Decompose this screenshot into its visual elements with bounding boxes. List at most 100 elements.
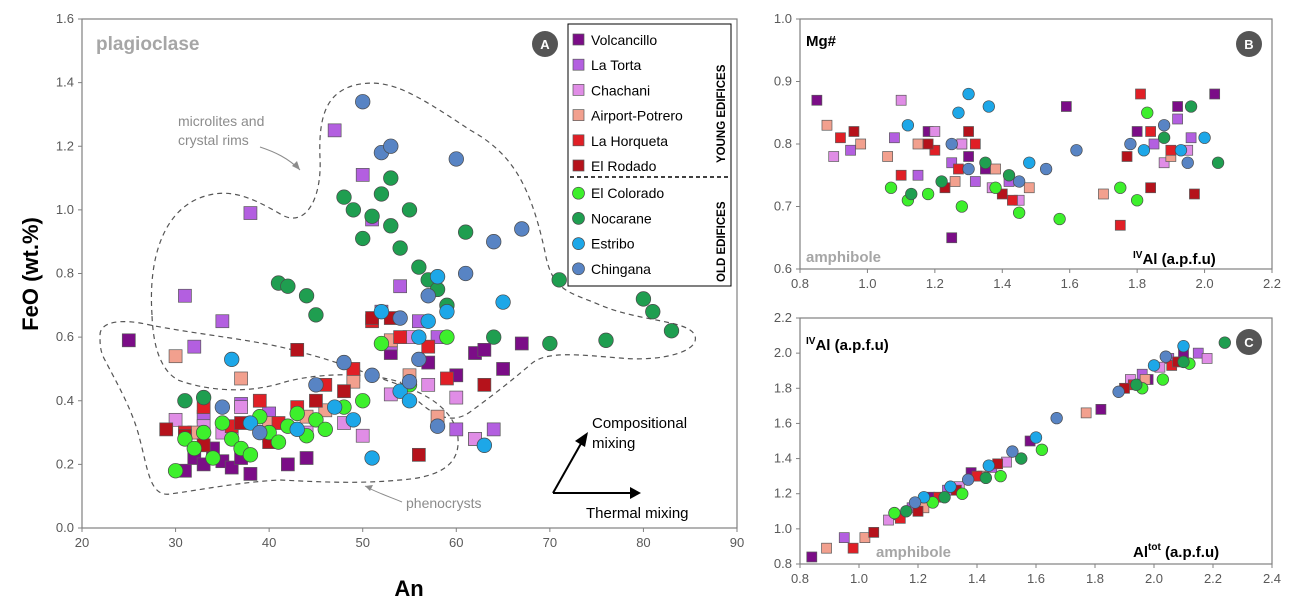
point-estribo — [364, 450, 380, 466]
point-chingana — [1039, 162, 1053, 176]
point-el-rodado — [290, 343, 305, 357]
point-el-colorado — [270, 434, 287, 450]
point-volcancillo — [806, 551, 818, 563]
point-estribo — [476, 437, 493, 453]
point-chingana — [1124, 137, 1137, 151]
point-la-torta — [912, 169, 924, 181]
point-el-colorado — [439, 329, 455, 345]
y-tick-label: 1.8 — [774, 380, 792, 395]
point-chingana — [1159, 350, 1172, 363]
x-tick-label: 40 — [262, 535, 276, 550]
y-tick-label: 0.8 — [774, 556, 792, 571]
point-estribo — [1174, 144, 1188, 157]
x-tick-label: 1.4 — [968, 571, 986, 586]
y-tick-label: 0.8 — [56, 266, 74, 281]
point-la-horqueta — [969, 138, 981, 150]
point-el-rodado — [963, 126, 974, 137]
point-estribo — [1137, 144, 1151, 157]
panel-c-badge-label: C — [1244, 335, 1254, 350]
old-edifices-label: OLD EDIFICES — [716, 201, 728, 282]
point-el-colorado — [1141, 106, 1154, 119]
point-airport-potrero — [1023, 182, 1035, 194]
point-el-colorado — [956, 487, 969, 500]
legend-marker — [572, 84, 585, 96]
point-nocarane — [938, 491, 951, 504]
legend-item-airport-potrero: Airport-Potrero — [572, 108, 683, 124]
point-el-colorado — [195, 424, 212, 441]
phenocrysts-label: phenocrysts — [406, 495, 481, 511]
point-nocarane — [979, 471, 992, 485]
point-nocarane — [663, 323, 680, 339]
legend-marker — [572, 237, 585, 250]
point-estribo — [495, 294, 511, 310]
point-nocarane — [486, 329, 502, 345]
point-la-horqueta — [929, 144, 941, 156]
panel-a: 0.0 0.2 0.4 0.6 0.8 1.0 1.2 1.4 1.6 20 30 40 50 60 70… — [18, 11, 744, 601]
point-nocarane — [401, 202, 418, 218]
point-airport-potrero — [1098, 188, 1109, 200]
point-la-horqueta — [393, 330, 407, 344]
point-nocarane — [551, 272, 567, 288]
y-tick-label: 1.0 — [774, 11, 792, 26]
x-tick-label: 1.0 — [850, 571, 868, 586]
thermal-label: Thermal mixing — [586, 505, 689, 522]
point-la-torta — [187, 339, 202, 354]
point-el-rodado — [1189, 188, 1200, 200]
point-la-torta — [845, 144, 856, 156]
point-nocarane — [635, 291, 652, 307]
point-volcancillo — [477, 343, 492, 357]
x-tick-label: 1.0 — [858, 276, 876, 291]
point-estribo — [401, 393, 418, 409]
legend-item-chachani: Chachani — [572, 82, 650, 98]
x-tick-label: 1.8 — [1128, 276, 1146, 291]
point-estribo — [326, 399, 343, 415]
point-el-colorado — [214, 415, 231, 431]
y-tick-label: 2.2 — [774, 310, 792, 325]
point-el-rodado — [1145, 182, 1156, 194]
x-tick-label: 1.4 — [993, 276, 1011, 291]
point-el-colorado — [955, 200, 968, 213]
point-volcancillo — [946, 232, 958, 244]
x-tick-label: 70 — [543, 535, 557, 550]
point-volcancillo — [121, 333, 136, 348]
panel-a-badge — [532, 31, 558, 57]
point-el-rodado — [1121, 151, 1133, 162]
point-nocarane — [457, 224, 474, 240]
point-chachani — [449, 390, 464, 405]
compositional-arrow-head — [575, 432, 588, 447]
panel-b-y-title: Mg# — [806, 33, 837, 50]
phenocrysts-envelope — [99, 320, 459, 495]
point-volcancillo — [243, 467, 258, 481]
point-volcancillo — [1095, 404, 1107, 415]
legend-item-la-torta: La Torta — [572, 57, 642, 73]
point-el-colorado — [224, 431, 240, 447]
point-volcancillo — [1209, 88, 1221, 100]
panel-b-badge-label: B — [1244, 37, 1253, 52]
point-la-horqueta — [440, 371, 454, 386]
x-tick-label: 0.8 — [791, 571, 809, 586]
point-la-torta — [838, 532, 850, 543]
point-el-rodado — [159, 422, 174, 437]
point-el-colorado — [308, 412, 324, 428]
point-chingana — [1181, 156, 1194, 169]
point-volcancillo — [1060, 101, 1072, 112]
point-chingana — [1112, 385, 1125, 398]
point-nocarane — [280, 278, 296, 294]
point-el-colorado — [373, 335, 390, 352]
point-chachani — [355, 428, 370, 443]
legend-marker — [572, 186, 585, 200]
legend-item-el-colorado: El Colorado — [572, 185, 664, 201]
point-la-horqueta — [1165, 144, 1177, 156]
point-volcancillo — [514, 336, 529, 351]
point-la-horqueta — [895, 169, 907, 181]
panel-c-y-ticks: 0.8 1.0 1.2 1.4 1.6 1.8 2.0 2.2 — [774, 310, 800, 571]
legend-marker — [572, 262, 585, 276]
point-el-colorado — [1035, 443, 1049, 456]
legend-marker — [572, 33, 585, 46]
point-estribo — [420, 313, 436, 329]
panel-b-badge — [1236, 31, 1262, 57]
x-tick-label: 20 — [75, 535, 89, 550]
point-estribo — [392, 383, 408, 399]
phenocrysts-pointer-head — [365, 485, 373, 491]
legend-label: Airport-Potrero — [591, 108, 683, 124]
